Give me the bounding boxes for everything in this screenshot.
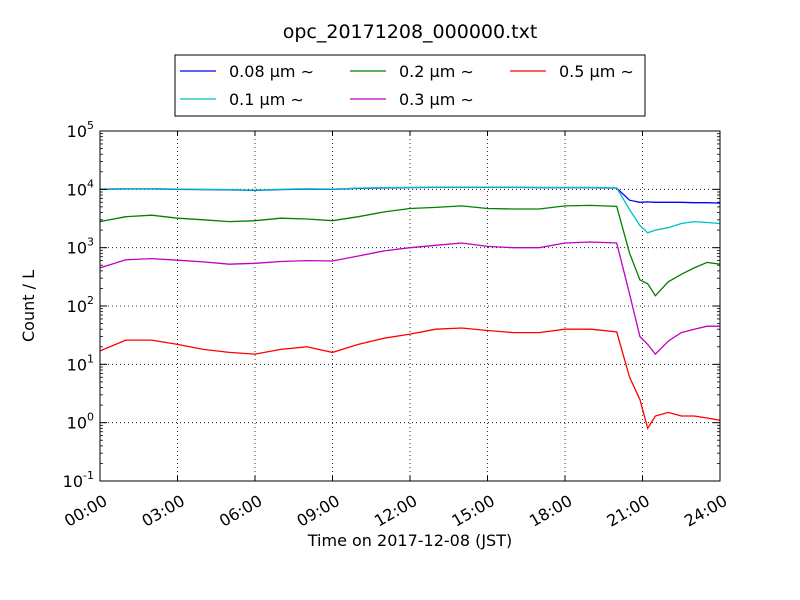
y-tick-label: 101 (67, 352, 94, 374)
legend: 0.08 μm ∼ 0.1 μm ∼ 0.2 μm ∼ 0.3 μm ∼ 0.5 μm … (174, 54, 646, 117)
x-tick-labels: 00:00 03:00 06:00 09:00 12:00 15:00 18:00 21:00… (61, 491, 730, 531)
legend-label-0: 0.08 μm ∼ (229, 62, 314, 81)
y-tick-exponent: 2 (87, 294, 94, 307)
grid (100, 131, 720, 481)
ticks (99, 130, 721, 482)
y-tick-base: 10 (67, 122, 87, 141)
chart-title: opc_20171208_000000.txt (283, 21, 538, 43)
y-tick-exponent: -1 (83, 469, 94, 482)
y-tick-base: 10 (67, 355, 87, 374)
y-tick-exponent: 0 (87, 411, 94, 424)
x-axis-label: Time on 2017-12-08 (JST) (307, 531, 512, 550)
y-tick-base: 10 (67, 239, 87, 258)
legend-label-3: 0.3 μm ∼ (399, 90, 474, 109)
y-tick-exponent: 4 (87, 177, 94, 190)
x-tick-label: 24:00 (681, 491, 730, 531)
x-tick-label: 03:00 (138, 491, 187, 531)
x-tick-label: 00:00 (61, 491, 110, 531)
series-line-3 (99, 241, 720, 356)
series-layer (99, 186, 721, 430)
y-tick-label: 100 (67, 411, 94, 433)
y-tick-base: 10 (67, 180, 87, 199)
legend-label-1: 0.1 μm ∼ (229, 90, 304, 109)
y-tick-label: 105 (67, 119, 94, 141)
legend-box (174, 54, 646, 117)
y-tick-label: 10-1 (63, 469, 94, 491)
y-tick-label: 104 (67, 177, 94, 199)
x-tick-label: 18:00 (526, 491, 575, 531)
series-line-1 (99, 186, 721, 234)
x-tick-label: 21:00 (603, 491, 652, 531)
y-axis-label: Count / L (19, 270, 38, 342)
y-tick-base: 10 (63, 472, 83, 491)
y-tick-label: 102 (67, 294, 94, 316)
y-tick-exponent: 3 (87, 236, 94, 249)
y-tick-label: 103 (67, 236, 94, 258)
legend-label-4: 0.5 μm ∼ (559, 62, 634, 81)
y-tick-exponent: 1 (87, 352, 94, 365)
series-line-4 (99, 327, 721, 430)
x-tick-label: 06:00 (216, 491, 265, 531)
x-tick-label: 12:00 (371, 491, 420, 531)
y-tick-base: 10 (67, 297, 87, 316)
y-tick-exponent: 5 (87, 119, 94, 132)
y-tick-base: 10 (67, 414, 87, 433)
series-line-2 (99, 204, 721, 297)
x-tick-label: 15:00 (448, 491, 497, 531)
legend-label-2: 0.2 μm ∼ (399, 62, 474, 81)
x-tick-label: 09:00 (293, 491, 342, 531)
